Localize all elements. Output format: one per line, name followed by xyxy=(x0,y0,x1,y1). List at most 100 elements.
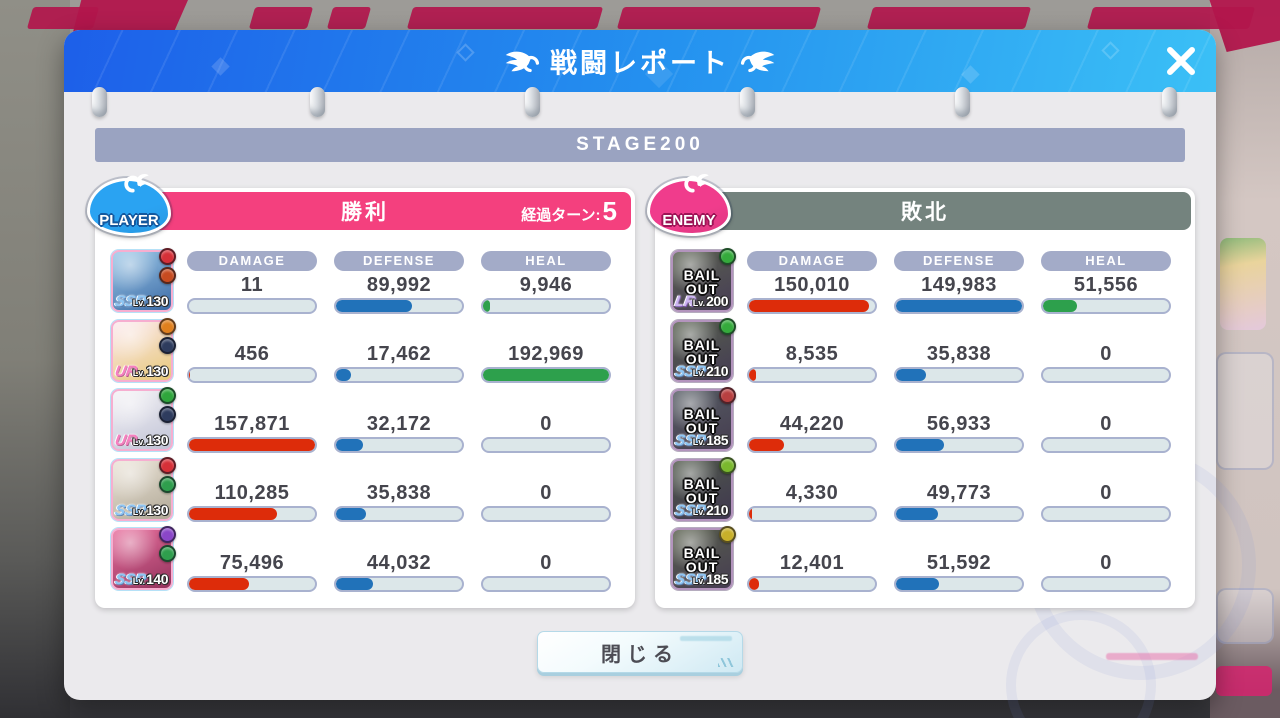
status-effect-icons xyxy=(719,387,736,404)
heal-bar xyxy=(1041,436,1171,453)
damage-value: 44,220 xyxy=(779,412,845,435)
damage-value: 456 xyxy=(234,343,270,365)
damage-bar-fill xyxy=(189,438,315,451)
heal-stat: HEAL 51,556 xyxy=(1041,248,1171,318)
column-header-heal: HEAL xyxy=(1041,251,1171,271)
enemy-portrait[interactable]: BAIL OUT SSR Lv. 185 xyxy=(671,526,736,590)
level-label: Lv. 185 xyxy=(692,571,729,587)
bailout-label: BAIL OUT xyxy=(683,406,721,436)
damage-bar xyxy=(747,575,877,592)
status-effect-icons xyxy=(719,526,736,543)
status-effect-icon xyxy=(159,456,176,474)
stat-row: BAIL OUT LR Lv. 200 DAMAGE 150,010 DEFENSE 149,9… xyxy=(655,248,1195,318)
binder-ring xyxy=(955,87,970,117)
heal-bar-fill xyxy=(483,299,490,312)
damage-bar xyxy=(187,367,317,383)
damage-bar-fill xyxy=(749,577,759,590)
enemy-portrait[interactable]: BAIL OUT SSR Lv. 210 xyxy=(671,456,736,521)
damage-bar xyxy=(747,436,877,453)
defense-value: 89,992 xyxy=(366,273,432,296)
wing-icon xyxy=(505,51,540,72)
wing-icon xyxy=(124,173,149,193)
heal-bar xyxy=(1041,506,1171,522)
defense-stat: 44,032 xyxy=(334,526,464,596)
player-result-bar: 勝利 経過ターン: 5 xyxy=(99,192,631,230)
damage-stat: 110,285 xyxy=(187,457,317,527)
close-icon[interactable] xyxy=(1162,42,1200,80)
defense-bar xyxy=(334,575,464,592)
stat-row: BAIL OUT SSR Lv. 210 4,330 49,773 0 xyxy=(655,456,1195,527)
status-effect-icon xyxy=(159,387,176,404)
level-label: Lv. 130 xyxy=(132,362,169,379)
binder-ring xyxy=(740,87,755,117)
heal-value: 192,969 xyxy=(508,343,584,365)
heal-bar xyxy=(1041,367,1171,383)
defense-value: 35,838 xyxy=(926,343,992,365)
defense-value: 49,773 xyxy=(926,482,992,504)
enemy-portrait[interactable]: BAIL OUT SSR Lv. 185 xyxy=(671,387,736,451)
heal-stat: 192,969 xyxy=(481,318,611,388)
damage-bar-fill xyxy=(749,369,756,381)
defense-bar xyxy=(894,506,1024,522)
defense-value: 44,032 xyxy=(366,551,432,574)
stat-row: SSR Lv. 130 110,285 35,838 0 xyxy=(95,456,635,527)
defense-stat: DEFENSE 89,992 xyxy=(334,248,464,318)
heal-value: 0 xyxy=(1100,343,1112,365)
status-effect-icons xyxy=(159,248,176,284)
damage-bar xyxy=(747,506,877,522)
defense-bar-fill xyxy=(896,299,1022,312)
damage-bar xyxy=(747,367,877,383)
status-effect-icon xyxy=(159,336,176,354)
heal-bar-fill xyxy=(1043,299,1077,312)
close-button[interactable]: 閉じる xyxy=(537,631,743,673)
stat-row: BAIL OUT SSR Lv. 210 8,535 35,838 0 xyxy=(655,317,1195,388)
defense-stat: 17,462 xyxy=(334,318,464,388)
defense-bar xyxy=(894,436,1024,453)
status-effect-icon xyxy=(159,248,176,265)
damage-value: 4,330 xyxy=(785,482,839,504)
heal-value: 0 xyxy=(540,412,552,435)
wing-icon xyxy=(740,51,775,72)
heal-value: 51,556 xyxy=(1073,273,1139,296)
defense-bar-fill xyxy=(896,369,927,381)
dialog-title-text: 戦闘レポート xyxy=(550,48,730,79)
enemy-panel: 敗北 ENEMY BAIL OUT LR Lv. 200 DAMAGE 150,010 DEF… xyxy=(647,173,1195,608)
player-rows: SSR Lv. 130 DAMAGE 11 DEFENSE 89,992 HEAL 9,946 U… xyxy=(95,248,635,596)
character-portrait[interactable]: UR Lv. 130 xyxy=(111,387,176,451)
character-portrait[interactable]: SSR Lv. 140 xyxy=(111,526,176,590)
defense-bar-fill xyxy=(336,577,374,590)
heal-value: 0 xyxy=(1100,551,1112,574)
defense-bar-fill xyxy=(896,508,938,520)
background-card xyxy=(1216,352,1274,470)
heal-bar xyxy=(1041,297,1171,314)
stat-row: BAIL OUT SSR Lv. 185 44,220 56,933 0 xyxy=(655,387,1195,457)
damage-bar-fill xyxy=(189,577,250,590)
defense-stat: 35,838 xyxy=(334,457,464,527)
defense-bar xyxy=(334,506,464,522)
enemy-portrait[interactable]: BAIL OUT SSR Lv. 210 xyxy=(671,317,736,382)
damage-value: 157,871 xyxy=(214,412,290,435)
button-microtext xyxy=(680,636,732,641)
character-portrait[interactable]: UR Lv. 130 xyxy=(111,317,176,382)
status-effect-icon xyxy=(159,545,176,562)
character-portrait[interactable]: SSR Lv. 130 xyxy=(111,456,176,521)
level-label: Lv. 210 xyxy=(692,501,729,518)
damage-bar xyxy=(747,297,877,314)
damage-stat: 8,535 xyxy=(747,318,877,388)
damage-bar-fill xyxy=(749,508,753,520)
background-character-card xyxy=(1220,238,1266,330)
heal-value: 9,946 xyxy=(519,273,573,296)
damage-bar-fill xyxy=(189,508,278,520)
enemy-result-bar: 敗北 xyxy=(659,192,1191,230)
enemy-portrait[interactable]: BAIL OUT LR Lv. 200 xyxy=(671,248,736,312)
stat-row: UR Lv. 130 157,871 32,172 0 xyxy=(95,387,635,457)
column-header-defense: DEFENSE xyxy=(334,251,464,271)
header-pattern xyxy=(64,30,1216,92)
damage-value: 12,401 xyxy=(779,551,845,574)
defense-value: 56,933 xyxy=(926,412,992,435)
button-slash-decoration xyxy=(718,658,734,667)
character-portrait[interactable]: SSR Lv. 130 xyxy=(111,248,176,312)
defense-bar xyxy=(334,297,464,314)
heal-value: 0 xyxy=(540,482,552,504)
wing-icon xyxy=(684,173,709,193)
